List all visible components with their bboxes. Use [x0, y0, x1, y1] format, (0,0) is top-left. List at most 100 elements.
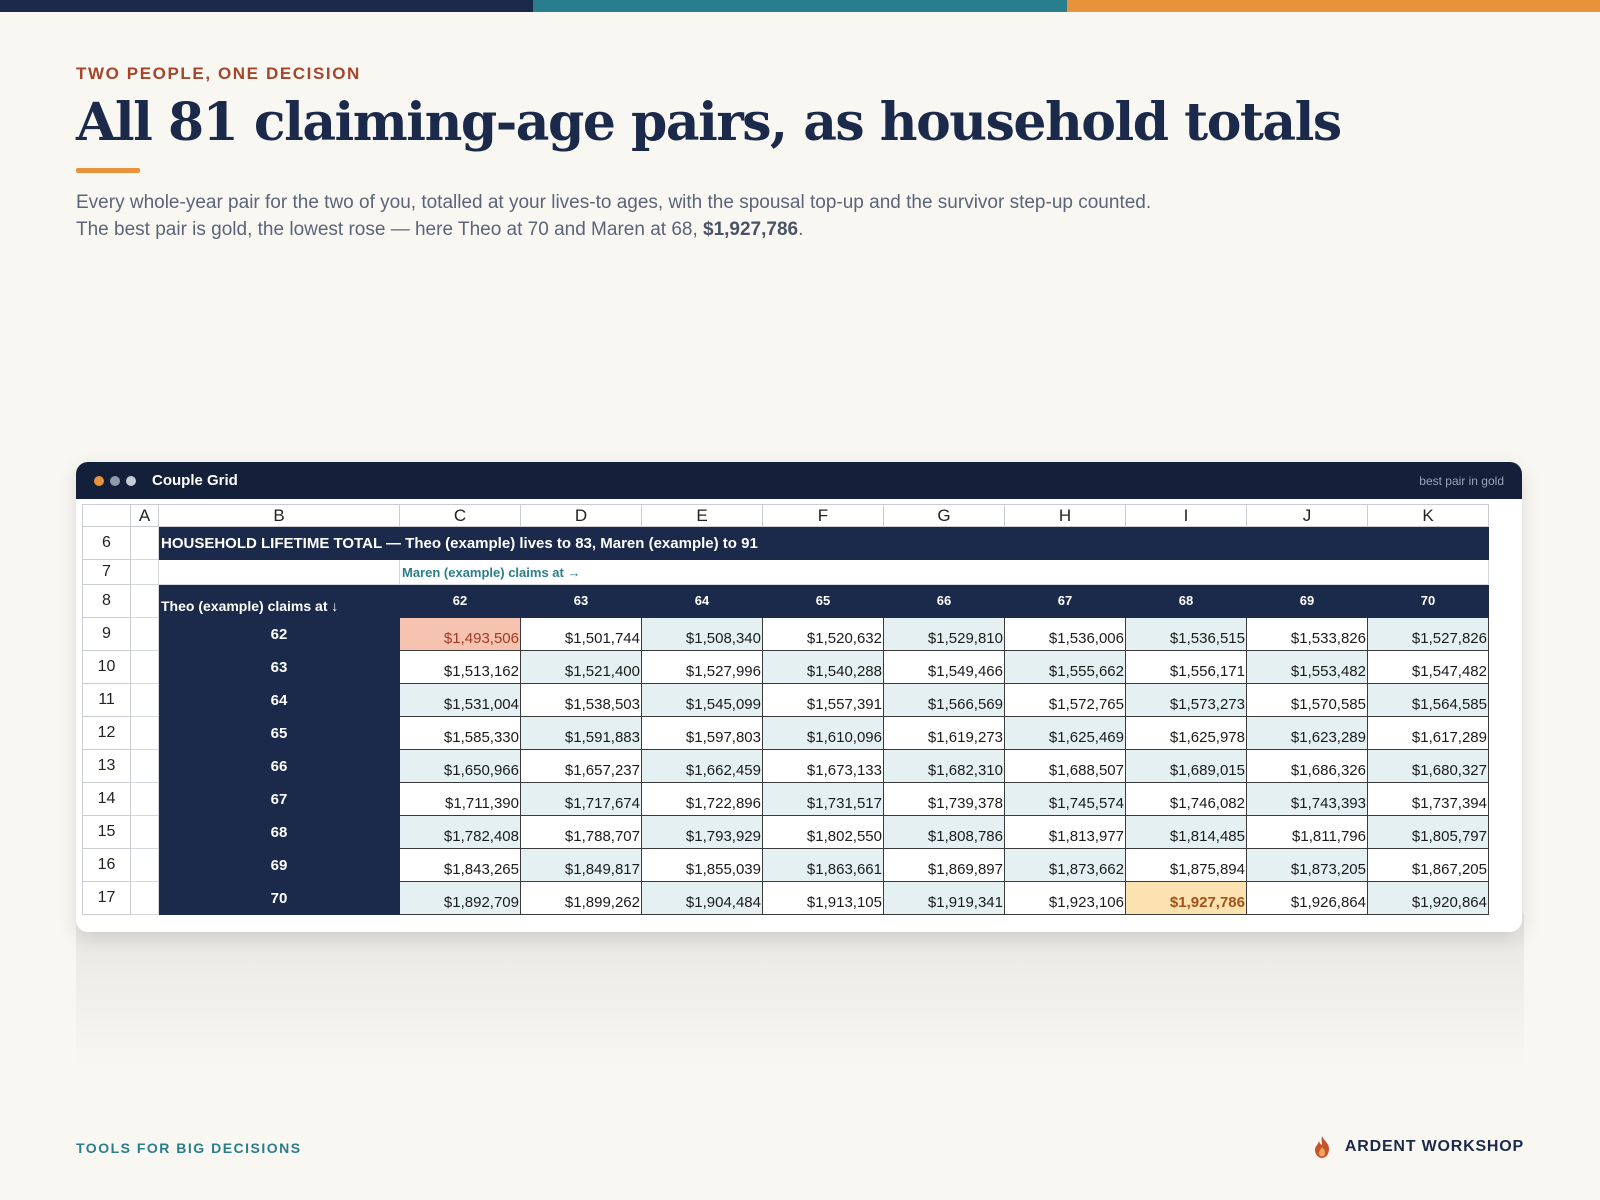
- maren-age-header[interactable]: 65: [762, 584, 884, 618]
- total-cell[interactable]: $1,904,484: [641, 881, 763, 915]
- total-cell[interactable]: $1,919,341: [883, 881, 1005, 915]
- total-cell[interactable]: $1,545,099: [641, 683, 763, 717]
- total-cell[interactable]: $1,849,817: [520, 848, 642, 882]
- total-cell[interactable]: $1,513,162: [399, 650, 521, 684]
- cell-a9[interactable]: [130, 617, 159, 651]
- total-cell[interactable]: $1,549,466: [883, 650, 1005, 684]
- total-cell[interactable]: $1,521,400: [520, 650, 642, 684]
- total-cell[interactable]: $1,597,803: [641, 716, 763, 750]
- column-header-g[interactable]: G: [883, 504, 1005, 527]
- total-cell[interactable]: $1,813,977: [1004, 815, 1126, 849]
- total-cell[interactable]: $1,686,326: [1246, 749, 1368, 783]
- maren-age-header[interactable]: 68: [1125, 584, 1247, 618]
- theo-age-label[interactable]: 62: [158, 617, 400, 651]
- row-number[interactable]: 6: [82, 526, 131, 560]
- total-cell[interactable]: $1,508,340: [641, 617, 763, 651]
- total-cell[interactable]: $1,793,929: [641, 815, 763, 849]
- total-cell[interactable]: $1,688,507: [1004, 749, 1126, 783]
- cell-a16[interactable]: [130, 848, 159, 882]
- total-cell[interactable]: $1,743,393: [1246, 782, 1368, 816]
- total-cell[interactable]: $1,540,288: [762, 650, 884, 684]
- cell-a13[interactable]: [130, 749, 159, 783]
- maren-age-header[interactable]: 67: [1004, 584, 1126, 618]
- total-cell[interactable]: $1,920,864: [1367, 881, 1489, 915]
- column-header-e[interactable]: E: [641, 504, 763, 527]
- total-cell[interactable]: $1,739,378: [883, 782, 1005, 816]
- household-total-banner[interactable]: HOUSEHOLD LIFETIME TOTAL — Theo (example…: [158, 526, 1489, 560]
- window-dot-gray[interactable]: [110, 475, 120, 486]
- total-cell[interactable]: $1,875,894: [1125, 848, 1247, 882]
- theo-age-label[interactable]: 64: [158, 683, 400, 717]
- row-number[interactable]: 12: [82, 716, 131, 750]
- total-cell[interactable]: $1,808,786: [883, 815, 1005, 849]
- theo-age-label[interactable]: 69: [158, 848, 400, 882]
- total-cell[interactable]: $1,536,006: [1004, 617, 1126, 651]
- cell-a11[interactable]: [130, 683, 159, 717]
- theo-age-label[interactable]: 66: [158, 749, 400, 783]
- cell-a8[interactable]: [130, 584, 159, 618]
- cell-a15[interactable]: [130, 815, 159, 849]
- column-header-b[interactable]: B: [158, 504, 400, 527]
- theo-claims-label[interactable]: Theo (example) claims at ↓: [158, 584, 400, 618]
- maren-claims-label[interactable]: Maren (example) claims at →: [399, 559, 1489, 585]
- total-cell[interactable]: $1,811,796: [1246, 815, 1368, 849]
- total-cell[interactable]: $1,899,262: [520, 881, 642, 915]
- column-header-h[interactable]: H: [1004, 504, 1126, 527]
- column-header-k[interactable]: K: [1367, 504, 1489, 527]
- total-cell[interactable]: $1,625,978: [1125, 716, 1247, 750]
- total-cell[interactable]: $1,501,744: [520, 617, 642, 651]
- total-cell[interactable]: $1,531,004: [399, 683, 521, 717]
- cell-a17[interactable]: [130, 881, 159, 915]
- total-cell[interactable]: $1,711,390: [399, 782, 521, 816]
- row-number[interactable]: 7: [82, 559, 131, 585]
- total-cell[interactable]: $1,527,826: [1367, 617, 1489, 651]
- cell-a14[interactable]: [130, 782, 159, 816]
- total-cell[interactable]: $1,556,171: [1125, 650, 1247, 684]
- column-header-d[interactable]: D: [520, 504, 642, 527]
- total-cell[interactable]: $1,926,864: [1246, 881, 1368, 915]
- total-cell[interactable]: $1,745,574: [1004, 782, 1126, 816]
- column-header-c[interactable]: C: [399, 504, 521, 527]
- theo-age-label[interactable]: 65: [158, 716, 400, 750]
- theo-age-label[interactable]: 68: [158, 815, 400, 849]
- total-cell[interactable]: $1,527,996: [641, 650, 763, 684]
- total-cell[interactable]: $1,788,707: [520, 815, 642, 849]
- total-cell[interactable]: $1,855,039: [641, 848, 763, 882]
- theo-age-label[interactable]: 67: [158, 782, 400, 816]
- total-cell[interactable]: $1,572,765: [1004, 683, 1126, 717]
- total-cell[interactable]: $1,529,810: [883, 617, 1005, 651]
- column-header-f[interactable]: F: [762, 504, 884, 527]
- total-cell[interactable]: $1,564,585: [1367, 683, 1489, 717]
- row-number[interactable]: 14: [82, 782, 131, 816]
- total-cell[interactable]: $1,555,662: [1004, 650, 1126, 684]
- total-cell[interactable]: $1,717,674: [520, 782, 642, 816]
- total-cell[interactable]: $1,657,237: [520, 749, 642, 783]
- total-cell[interactable]: $1,689,015: [1125, 749, 1247, 783]
- maren-age-header[interactable]: 69: [1246, 584, 1368, 618]
- total-cell[interactable]: $1,617,289: [1367, 716, 1489, 750]
- total-cell[interactable]: $1,923,106: [1004, 881, 1126, 915]
- total-cell[interactable]: $1,680,327: [1367, 749, 1489, 783]
- total-cell[interactable]: $1,843,265: [399, 848, 521, 882]
- total-cell[interactable]: $1,814,485: [1125, 815, 1247, 849]
- window-dot-orange[interactable]: [94, 475, 104, 486]
- total-cell[interactable]: $1,731,517: [762, 782, 884, 816]
- total-cell[interactable]: $1,573,273: [1125, 683, 1247, 717]
- total-cell[interactable]: $1,650,966: [399, 749, 521, 783]
- best-pair-cell[interactable]: $1,927,786: [1125, 881, 1247, 915]
- total-cell[interactable]: $1,536,515: [1125, 617, 1247, 651]
- total-cell[interactable]: $1,538,503: [520, 683, 642, 717]
- footer-brand[interactable]: ARDENT WORKSHOP: [1311, 1135, 1524, 1159]
- total-cell[interactable]: $1,585,330: [399, 716, 521, 750]
- total-cell[interactable]: $1,873,205: [1246, 848, 1368, 882]
- column-header-j[interactable]: J: [1246, 504, 1368, 527]
- total-cell[interactable]: $1,619,273: [883, 716, 1005, 750]
- total-cell[interactable]: $1,737,394: [1367, 782, 1489, 816]
- total-cell[interactable]: $1,553,482: [1246, 650, 1368, 684]
- total-cell[interactable]: $1,873,662: [1004, 848, 1126, 882]
- total-cell[interactable]: $1,863,661: [762, 848, 884, 882]
- maren-age-header[interactable]: 66: [883, 584, 1005, 618]
- total-cell[interactable]: $1,591,883: [520, 716, 642, 750]
- theo-age-label[interactable]: 63: [158, 650, 400, 684]
- total-cell[interactable]: $1,610,096: [762, 716, 884, 750]
